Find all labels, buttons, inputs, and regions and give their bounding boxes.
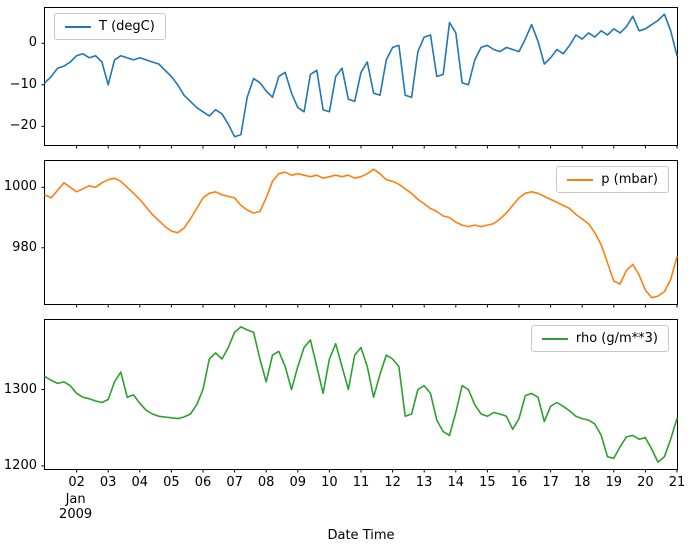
subplot-density: rho (g/m**3) 1300 1200 02 03 04 05 06 07 08 09 10 1…: [4, 319, 685, 490]
x-tick-label: 09: [289, 475, 307, 490]
x-tick-label: 17: [542, 475, 559, 490]
pressure-line: [44, 168, 678, 299]
x-tick-label: 19: [605, 475, 623, 490]
x-tick-label: 10: [321, 475, 338, 490]
legend-label: p (mbar): [601, 172, 658, 187]
temperature-line: [44, 13, 678, 138]
subplot-temperature: T (degC) 0 −10 −20: [10, 7, 678, 149]
x-tick-label: 08: [257, 475, 275, 490]
legend-density: rho (g/m**3): [530, 325, 669, 352]
x-tick-label: 21: [668, 475, 686, 490]
density-plot-area: [41, 326, 678, 473]
subplot-pressure: p (mbar) 1000 980: [4, 160, 678, 308]
y-tick-label: −20: [9, 118, 37, 134]
x-tick-label: 12: [384, 475, 401, 490]
y-tick-label: −10: [9, 76, 37, 92]
y-tick-label: 0: [28, 35, 37, 51]
x-tick-label: 14: [447, 475, 465, 490]
x-axis-year-label: 2009: [59, 507, 93, 522]
y-tick-label: 1200: [3, 457, 37, 473]
x-tick-label: 13: [415, 475, 433, 490]
x-tick-label: 07: [226, 475, 243, 490]
legend-line-swatch: [567, 178, 594, 181]
x-tick-label: 06: [194, 475, 212, 490]
y-tick-label: 1000: [3, 179, 37, 195]
x-tick-label: 20: [637, 475, 654, 490]
x-tick-label: 11: [352, 475, 370, 490]
pressure-plot-area: [41, 168, 678, 308]
legend-label: T (degC): [99, 19, 155, 34]
x-tick-label: 18: [573, 475, 591, 490]
x-tick-label: 15: [479, 475, 496, 490]
legend-line-swatch: [65, 25, 91, 28]
x-tick-label: 03: [99, 475, 117, 490]
x-axis-month-label: Jan: [65, 492, 86, 507]
y-tick-label: 1300: [3, 381, 37, 397]
x-axis-title: Date Time: [327, 528, 395, 543]
legend-temperature: T (degC): [54, 13, 166, 40]
x-tick-label: 04: [131, 475, 149, 490]
y-tick-label: 980: [12, 239, 37, 255]
legend-label: rho (g/m**3): [575, 331, 658, 346]
temperature-plot-area: [41, 13, 678, 149]
density-line: [44, 326, 678, 463]
x-tick-label: 05: [163, 475, 180, 490]
legend-pressure: p (mbar): [556, 166, 669, 193]
x-tick-label: 16: [510, 475, 528, 490]
legend-line-swatch: [541, 337, 568, 340]
x-tick-label: 02: [68, 475, 85, 490]
